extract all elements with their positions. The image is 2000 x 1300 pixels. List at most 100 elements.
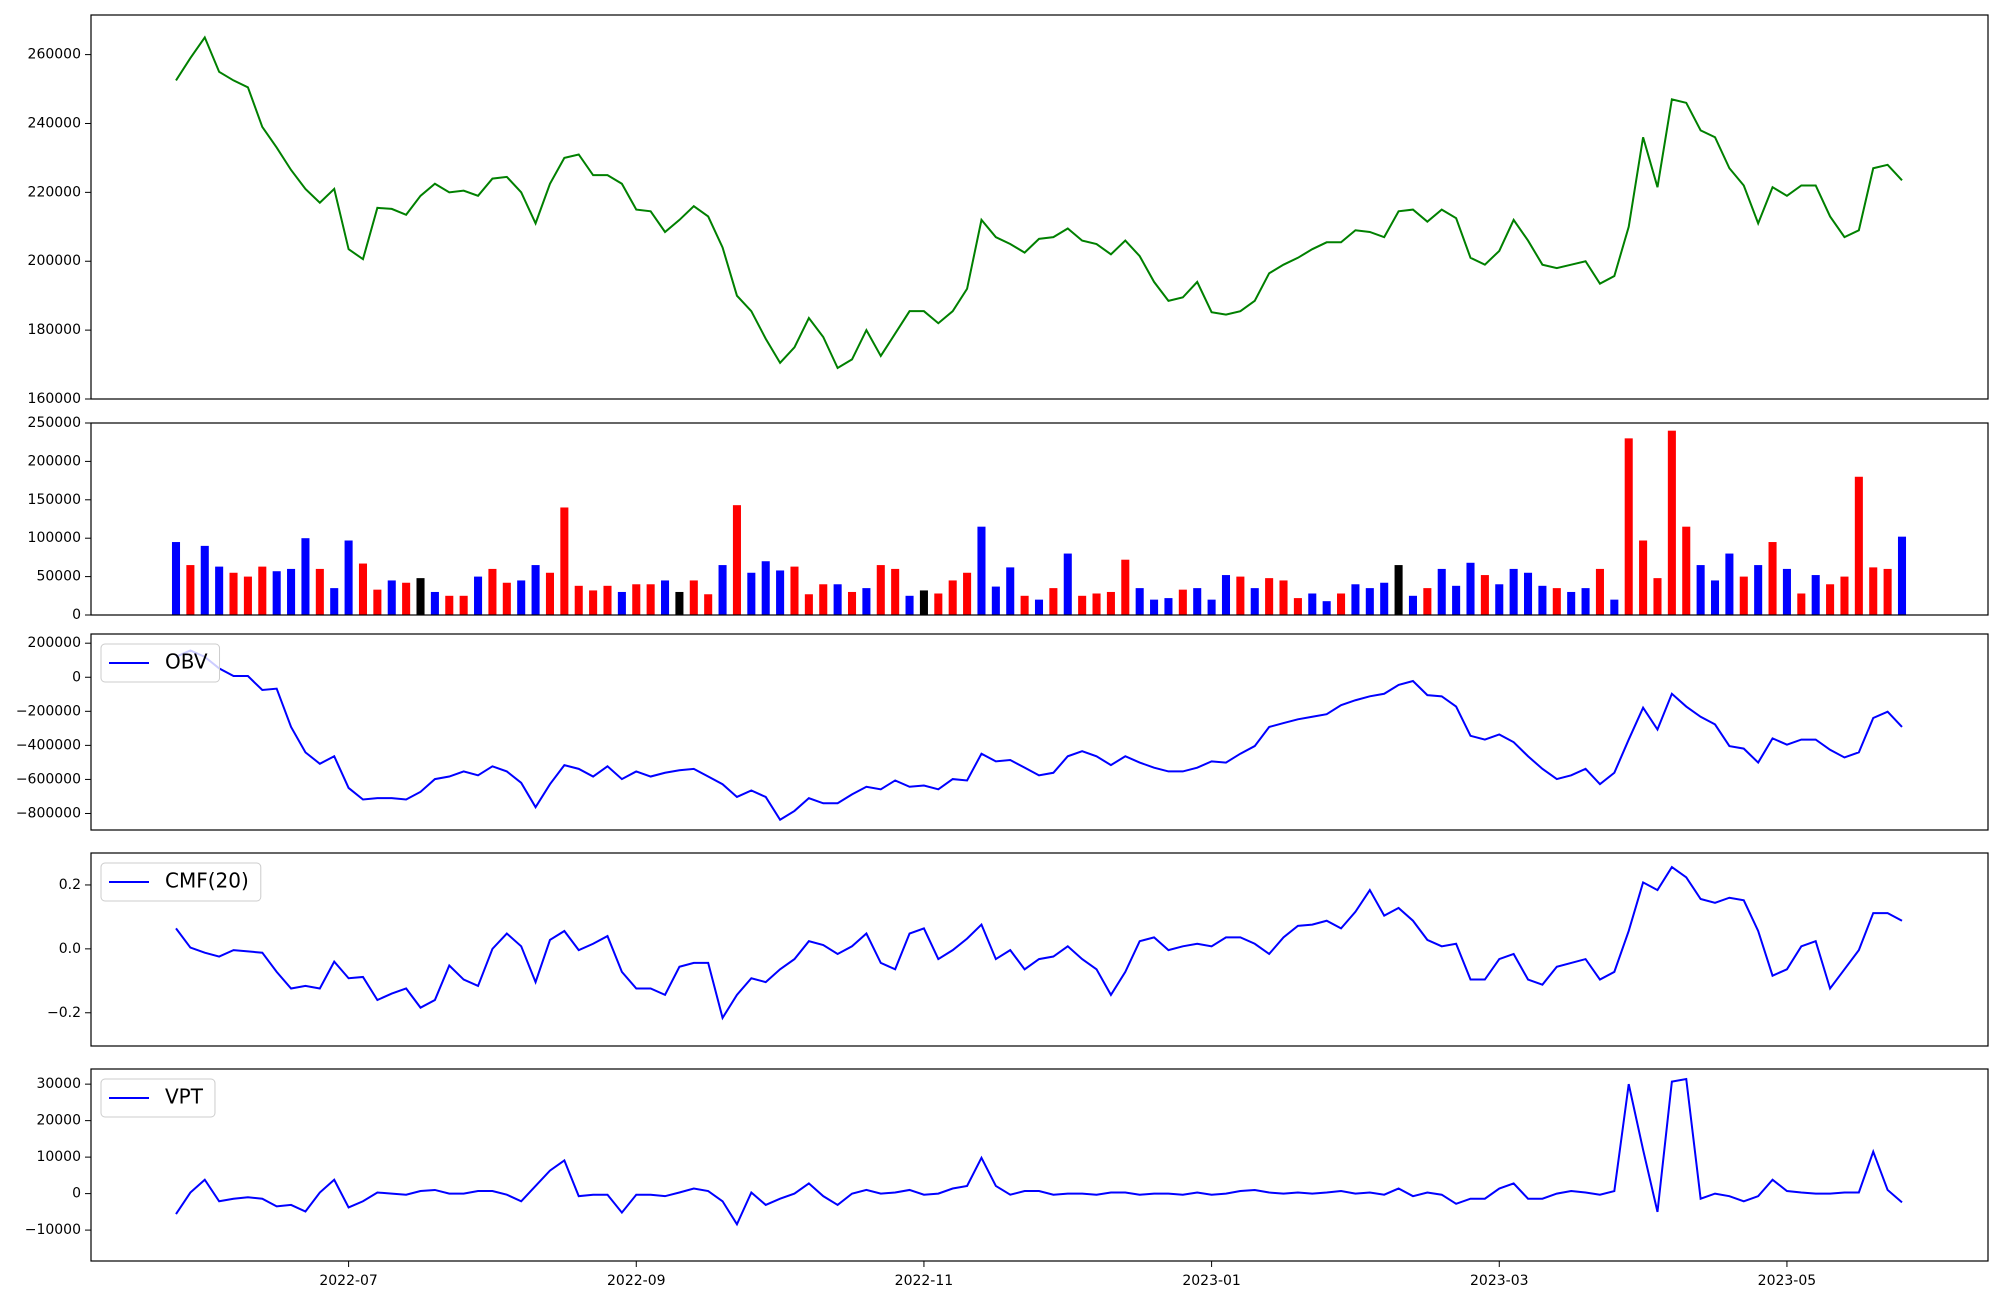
bar [402,582,411,615]
bar [531,565,540,615]
x-tick-label: 2023-05 [1758,1273,1817,1289]
line [175,1077,1903,1227]
bar [1725,553,1734,615]
bar [200,545,209,615]
bar [732,505,741,615]
legend-label: OBV [165,650,208,674]
y-tick-label: 0 [72,1186,81,1202]
y-tick-label: −800000 [16,805,81,821]
panel: −10000 0 10000 20000 30000 VPT [25,1068,1989,1262]
x-tick-label: 2023-01 [1182,1273,1241,1289]
bar [272,571,281,615]
y-tick-label: −400000 [16,737,81,753]
bar [1250,588,1259,615]
bar [1480,575,1489,615]
bar [574,585,583,615]
y-tick-label: 250000 [28,415,81,431]
legend-box [100,643,221,683]
bar [1826,584,1835,615]
legend: VPT [100,1078,216,1118]
bar [387,580,396,615]
bar [1034,599,1044,615]
bar [1667,430,1676,615]
bar [589,590,598,615]
bar [1538,585,1547,615]
bar [1106,591,1115,615]
bar [689,580,698,615]
bar [948,580,957,615]
bar [373,589,382,615]
bar [1236,576,1245,615]
y-tick-label: 200000 [28,253,81,269]
bar [1207,599,1216,615]
bar [1178,589,1187,615]
legend-label: VPT [165,1085,204,1109]
bar [474,576,483,615]
bar [847,591,857,615]
bar [1653,578,1662,615]
bar [1351,584,1360,615]
line [175,865,1903,1021]
bar [1552,588,1561,615]
y-tick-label: 100000 [28,530,81,546]
y-tick-label: 0.0 [59,941,81,957]
bar [1322,601,1331,615]
y-tick-label: 200000 [28,635,81,651]
bar [718,565,727,615]
y-tick-label: −200000 [16,703,81,719]
y-tick-label: 150000 [28,492,81,508]
bar [675,591,684,615]
x-tick-label: 2023-03 [1470,1273,1529,1289]
bar [1883,568,1892,615]
bar [876,565,885,615]
bar [1063,553,1072,615]
y-tick-label: 50000 [36,569,81,585]
y-tick-label: 0.2 [59,877,81,893]
bar [776,570,785,615]
bar [1380,582,1389,615]
bar [761,561,770,615]
bar [1452,585,1461,615]
bar [919,590,928,615]
bar [1092,593,1101,615]
y-tick-label: 0 [72,669,81,685]
bar [833,584,842,615]
bar [1811,575,1820,615]
bar [1754,565,1763,615]
x-tick-label: 2022-11 [895,1273,954,1289]
bar [171,542,181,615]
bar [243,576,252,615]
bar [1006,567,1015,615]
legend-box [100,862,262,902]
bar [1897,536,1907,615]
bar [459,595,468,615]
bar [1624,438,1633,615]
bar [1610,599,1619,615]
bar [344,540,353,615]
legend-label: CMF(20) [165,869,249,893]
bar [747,572,756,615]
bar [1524,572,1533,615]
y-tick-label: −0.2 [47,1005,81,1021]
bar [315,568,324,615]
bar [1135,588,1144,615]
y-tick-label: −600000 [16,771,81,787]
bar [1279,580,1288,615]
panel: 0 50000 100000 150000 200000 250000 [28,415,1989,623]
bar [1739,576,1748,615]
bar [905,595,914,615]
bar [430,591,439,615]
plot-frame [90,1068,1989,1262]
plot-frame [90,422,1989,616]
bar [646,584,655,615]
bar [517,580,526,615]
bar [661,580,670,615]
line [175,649,1903,822]
bar [1797,593,1806,615]
bar [1581,588,1590,615]
line [175,35,1903,370]
bar [1696,565,1705,615]
bar [1078,595,1087,615]
bar [1193,588,1202,615]
